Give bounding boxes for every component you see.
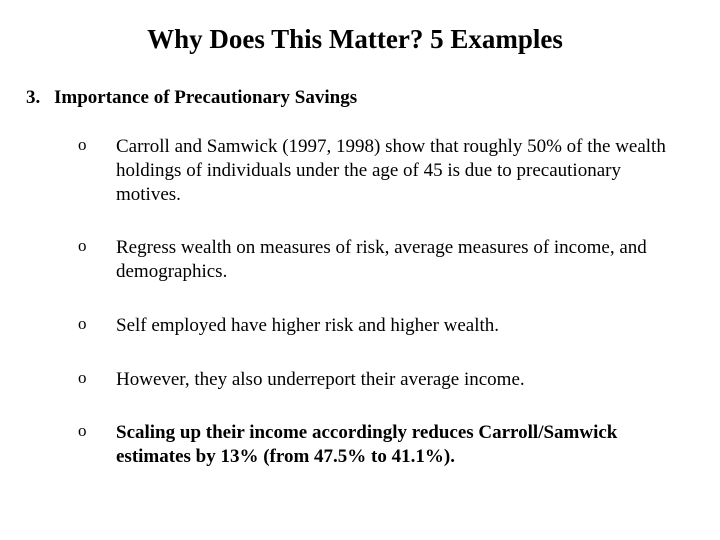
list-item: o However, they also underreport their a… [78, 368, 684, 392]
numbered-item: 3. Importance of Precautionary Savings [26, 87, 684, 109]
list-item: o Regress wealth on measures of risk, av… [78, 236, 684, 284]
bullet-list: o Carroll and Samwick (1997, 1998) show … [78, 135, 684, 469]
bullet-text: However, they also underreport their ave… [116, 368, 684, 392]
list-item: o Self employed have higher risk and hig… [78, 314, 684, 338]
bullet-marker: o [78, 421, 116, 469]
bullet-marker: o [78, 314, 116, 338]
bullet-text: Carroll and Samwick (1997, 1998) show th… [116, 135, 684, 206]
bullet-marker: o [78, 135, 116, 206]
bullet-marker: o [78, 236, 116, 284]
bullet-text: Self employed have higher risk and highe… [116, 314, 684, 338]
slide-title: Why Does This Matter? 5 Examples [26, 24, 684, 55]
numbered-item-label: Importance of Precautionary Savings [54, 87, 357, 109]
bullet-text: Regress wealth on measures of risk, aver… [116, 236, 684, 284]
bullet-marker: o [78, 368, 116, 392]
numbered-item-number: 3. [26, 87, 54, 109]
list-item: o Carroll and Samwick (1997, 1998) show … [78, 135, 684, 206]
bullet-text: Scaling up their income accordingly redu… [116, 421, 684, 469]
list-item: o Scaling up their income accordingly re… [78, 421, 684, 469]
